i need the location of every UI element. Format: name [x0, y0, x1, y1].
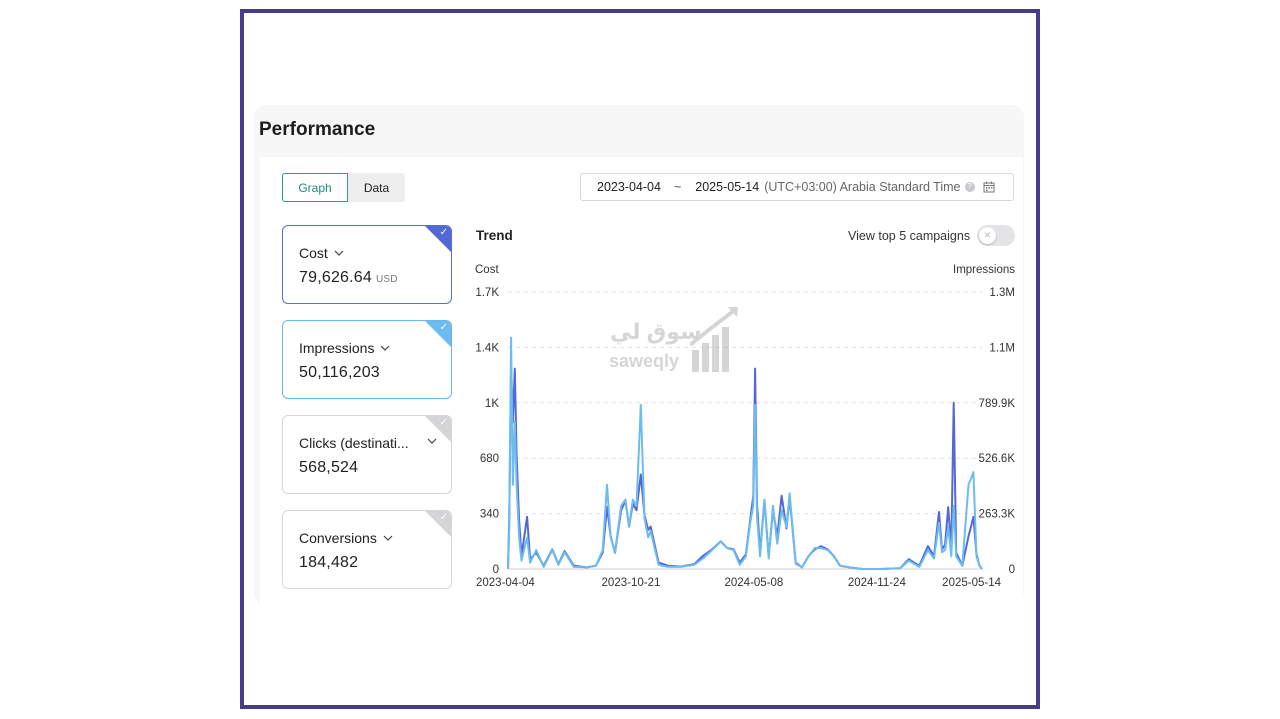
check-icon: ✓ [439, 227, 448, 238]
trend-chart: 0 0 340 263.3K 680 526.6K 1K 789.9K 1.4K 1.1M 1.7K… [475, 264, 1016, 589]
top-campaigns-toggle[interactable]: ✕ [977, 225, 1015, 246]
watermark-arabic: سوق لي [610, 319, 702, 344]
check-icon: ✓ [439, 322, 448, 333]
x-tick-label: 2023-04-04 [476, 577, 535, 589]
check-icon: ✓ [439, 417, 448, 428]
metric-card-clicks[interactable]: ✓ Clicks (destinati... 568,524 [282, 415, 452, 494]
y-left-tick-label: 1.4K [475, 342, 499, 354]
metric-card-cost[interactable]: ✓ Cost 79,626.64 USD [282, 225, 452, 304]
x-tick-label: 2024-11-24 [848, 577, 907, 589]
metric-label: Clicks (destinati... [299, 435, 409, 451]
date-end: 2025-05-14 [695, 180, 760, 194]
selected-corner [425, 321, 451, 347]
page-title: Performance [259, 119, 376, 140]
y-left-tick-label: 680 [480, 453, 499, 465]
metric-label: Impressions [299, 340, 375, 356]
y-right-axis-title: Impressions [953, 264, 1015, 276]
metric-label: Conversions [299, 530, 377, 546]
saweqly-watermark-logo: سوق لي saweqly [605, 305, 745, 380]
watermark-latin: saweqly [609, 351, 680, 371]
growth-bars-icon [690, 307, 738, 372]
x-tick-label: 2024-05-08 [725, 577, 784, 589]
date-range-picker[interactable]: 2023-04-04 ~ 2025-05-14 (UTC+03:00) Arab… [580, 173, 1014, 201]
tab-graph[interactable]: Graph [282, 173, 348, 202]
view-tabs: Graph Data [282, 173, 405, 202]
y-left-tick-label: 340 [480, 509, 499, 521]
trend-title: Trend [476, 228, 513, 243]
date-start: 2023-04-04 [597, 180, 661, 194]
unselected-corner [425, 511, 451, 537]
toggle-off-icon: ✕ [979, 227, 996, 244]
x-tick-label: 2023-10-21 [602, 577, 661, 589]
y-left-tick-label: 1.7K [475, 287, 499, 299]
chevron-down-icon[interactable] [427, 438, 437, 444]
metric-value: 79,626.64 [299, 269, 372, 286]
tab-data[interactable]: Data [348, 173, 405, 202]
y-right-tick-label: 1.1M [989, 342, 1015, 354]
series-line-impressions [507, 336, 983, 570]
unselected-corner [425, 416, 451, 442]
chevron-down-icon[interactable] [383, 535, 393, 541]
metric-value: 568,524 [299, 459, 359, 476]
top-campaigns-label: View top 5 campaigns [848, 229, 971, 243]
help-icon[interactable]: ? [964, 182, 975, 192]
chevron-down-icon[interactable] [380, 345, 390, 351]
metric-label: Cost [299, 245, 328, 261]
y-left-tick-label: 0 [493, 564, 499, 576]
calendar-icon[interactable] [983, 181, 995, 193]
timezone-label: (UTC+03:00) Arabia Standard Time [764, 180, 961, 194]
x-tick-label: 2025-05-14 [942, 577, 1001, 589]
y-right-tick-label: 263.3K [979, 509, 1016, 521]
chevron-down-icon[interactable] [334, 250, 344, 256]
y-left-axis-title: Cost [475, 264, 499, 276]
y-left-tick-label: 1K [485, 398, 499, 410]
check-icon: ✓ [439, 512, 448, 523]
y-right-tick-label: 0 [1009, 564, 1015, 576]
date-separator: ~ [673, 180, 682, 194]
metric-card-conversions[interactable]: ✓ Conversions 184,482 [282, 510, 452, 589]
selected-corner [425, 226, 451, 252]
metric-value: 184,482 [299, 554, 359, 571]
y-right-tick-label: 1.3M [989, 287, 1015, 299]
metric-unit: USD [375, 274, 398, 285]
y-right-tick-label: 526.6K [979, 453, 1016, 465]
series-line-cost [507, 366, 983, 570]
y-right-tick-label: 789.9K [979, 398, 1016, 410]
metric-value: 50,116,203 [299, 364, 380, 381]
metric-card-impressions[interactable]: ✓ Impressions 50,116,203 [282, 320, 452, 399]
